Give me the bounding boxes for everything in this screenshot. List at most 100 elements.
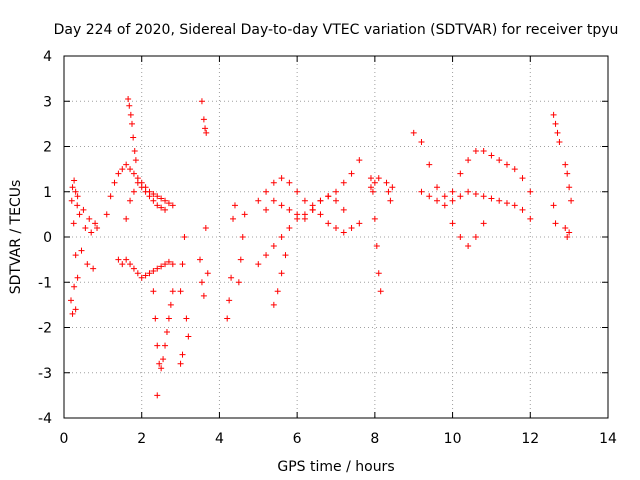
data-point bbox=[69, 184, 76, 191]
data-point bbox=[367, 175, 374, 182]
data-point bbox=[198, 279, 205, 286]
data-point bbox=[67, 297, 74, 304]
data-point bbox=[552, 120, 559, 127]
data-point bbox=[263, 252, 270, 259]
data-point bbox=[270, 197, 277, 204]
data-point bbox=[480, 193, 487, 200]
data-point bbox=[527, 188, 534, 195]
data-point bbox=[198, 98, 205, 105]
data-point bbox=[496, 197, 503, 204]
data-point bbox=[488, 152, 495, 159]
data-point bbox=[263, 188, 270, 195]
series-arc-b-upper bbox=[103, 161, 176, 218]
series-arc-e-high bbox=[198, 98, 210, 136]
data-point bbox=[162, 261, 169, 268]
data-point bbox=[340, 179, 347, 186]
data-point bbox=[294, 211, 301, 218]
series-arc-i bbox=[367, 175, 384, 295]
data-points bbox=[67, 95, 575, 399]
data-point bbox=[340, 206, 347, 213]
data-point bbox=[134, 270, 141, 277]
data-point bbox=[123, 256, 130, 263]
data-point bbox=[383, 179, 390, 186]
data-point bbox=[142, 272, 149, 279]
data-point bbox=[156, 360, 163, 367]
data-point bbox=[286, 206, 293, 213]
data-point bbox=[371, 179, 378, 186]
data-point bbox=[556, 138, 563, 145]
data-point bbox=[202, 224, 209, 231]
data-point bbox=[129, 120, 135, 127]
data-point bbox=[527, 215, 534, 222]
series-arc-k-low bbox=[449, 220, 487, 250]
data-point bbox=[158, 263, 165, 270]
series-arc-h-low bbox=[270, 252, 289, 308]
data-point bbox=[72, 252, 79, 259]
data-point bbox=[111, 179, 118, 186]
data-point bbox=[488, 195, 495, 202]
data-point bbox=[150, 267, 157, 274]
data-point bbox=[115, 256, 122, 263]
data-point bbox=[134, 179, 141, 186]
data-point bbox=[562, 161, 569, 168]
data-point bbox=[375, 175, 382, 182]
y-tick-label: 1 bbox=[43, 185, 52, 201]
data-point bbox=[282, 252, 289, 259]
x-tick-labels: 0 2 4 6 8 10 12 14 bbox=[60, 431, 617, 447]
data-point bbox=[71, 177, 78, 184]
data-point bbox=[278, 175, 285, 182]
data-point bbox=[457, 170, 464, 177]
data-point bbox=[441, 202, 448, 209]
data-point bbox=[125, 95, 132, 102]
data-point bbox=[119, 261, 126, 268]
data-point bbox=[278, 270, 285, 277]
data-point bbox=[426, 161, 433, 168]
y-tick-label: -2 bbox=[38, 321, 52, 337]
data-point bbox=[158, 195, 165, 202]
data-point bbox=[130, 170, 137, 177]
data-point bbox=[255, 261, 262, 268]
data-point bbox=[270, 301, 277, 308]
data-point bbox=[92, 220, 99, 227]
data-point bbox=[325, 193, 332, 200]
data-point bbox=[375, 270, 382, 277]
data-point bbox=[74, 202, 81, 209]
data-point bbox=[200, 292, 207, 299]
series-arc-e bbox=[197, 224, 211, 299]
data-point bbox=[152, 315, 159, 322]
y-tick-labels: -4 -3 -2 -1 0 1 2 3 4 bbox=[38, 49, 52, 427]
data-point bbox=[503, 161, 510, 168]
grid-lines bbox=[64, 56, 608, 418]
data-point bbox=[263, 206, 270, 213]
data-point bbox=[511, 166, 518, 173]
data-point bbox=[177, 288, 184, 295]
data-point bbox=[480, 148, 487, 155]
data-point bbox=[165, 258, 172, 265]
data-point bbox=[465, 188, 472, 195]
series-arc-h-mid bbox=[263, 193, 347, 222]
data-point bbox=[185, 333, 192, 340]
data-point bbox=[197, 256, 203, 263]
data-point bbox=[278, 202, 285, 209]
data-point bbox=[373, 243, 380, 250]
series-arc-j bbox=[383, 179, 396, 204]
data-point bbox=[74, 274, 81, 281]
data-point bbox=[387, 197, 394, 204]
series-arc-b-spike bbox=[125, 95, 139, 164]
y-tick-label: -1 bbox=[38, 275, 52, 291]
data-point bbox=[278, 234, 285, 240]
data-point bbox=[142, 188, 149, 195]
data-point bbox=[127, 261, 134, 268]
data-point bbox=[90, 265, 97, 272]
data-point bbox=[154, 202, 161, 209]
data-point bbox=[82, 224, 89, 231]
data-point bbox=[132, 157, 139, 164]
x-tick-label: 12 bbox=[521, 431, 539, 447]
data-point bbox=[333, 197, 339, 204]
data-point bbox=[385, 188, 392, 195]
data-point bbox=[519, 206, 526, 213]
data-point bbox=[138, 274, 145, 281]
data-point bbox=[356, 157, 363, 164]
data-point bbox=[449, 188, 456, 195]
data-point bbox=[503, 200, 510, 207]
